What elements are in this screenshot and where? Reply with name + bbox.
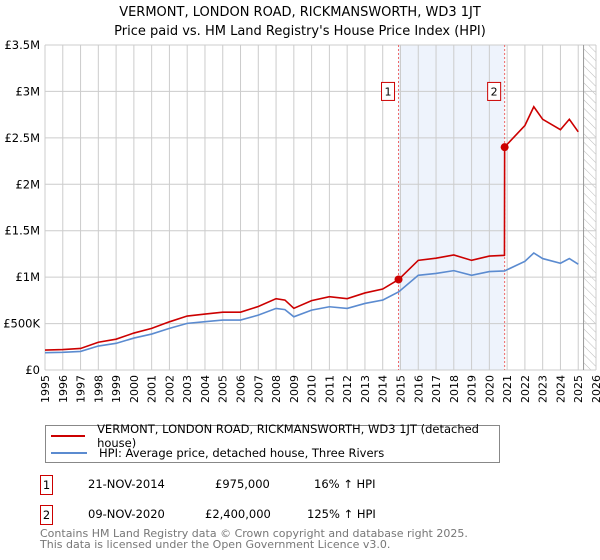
title: VERMONT, LONDON ROAD, RICKMANSWORTH, WD3… <box>119 5 481 20</box>
x-tick-label: 2020 <box>483 375 496 403</box>
chart: 1995 1996 1997 1998 1999 2000 2001 2002 2003 2004… <box>3 38 600 403</box>
legend-label: VERMONT, LONDON ROAD, RICKMANSWORTH, WD3… <box>97 422 479 450</box>
x-tick-label: 1996 <box>57 375 70 403</box>
x-tick-label: 2008 <box>270 375 283 403</box>
x-tick-label: 2000 <box>128 375 141 403</box>
y-tick-label: £3.5M <box>4 38 40 52</box>
y-tick-label: £3M <box>15 84 40 98</box>
x-tick-label: 2026 <box>590 375 600 403</box>
y-tick-label: £1.5M <box>4 224 40 238</box>
x-tick-label: 2005 <box>217 375 230 403</box>
footer-line: This data is licensed under the Open Gov… <box>40 538 391 551</box>
footer-line: Contains HM Land Registry data © Crown c… <box>40 527 468 540</box>
x-tick-label: 2014 <box>377 375 390 403</box>
x-tick-label: 2024 <box>554 375 567 403</box>
legend-item-hpi: HPI: Average price, detached house, Thre… <box>46 445 384 461</box>
x-tick-label: 2001 <box>146 375 159 403</box>
sale-date: 21-NOV-2014 <box>88 477 165 491</box>
sale-label-box <box>487 81 502 101</box>
sale-hpi: 16% ↑ HPI <box>314 477 376 491</box>
x-tick-label: 2022 <box>519 375 532 403</box>
sale-badge: 2 <box>40 505 53 525</box>
x-tick-label: 2015 <box>394 375 407 403</box>
property-line <box>44 105 579 351</box>
x-tick-label: 1998 <box>92 375 105 403</box>
sale-hpi: 125% ↑ HPI <box>307 507 376 521</box>
sale-price: £975,000 <box>215 477 270 491</box>
x-tick-label: 2009 <box>288 375 301 403</box>
x-tick-label: 2007 <box>252 375 265 403</box>
x-tick-label: 2019 <box>466 375 479 403</box>
subtitle: Price paid vs. HM Land Registry's House … <box>114 24 486 39</box>
y-tick-label: £500K <box>3 317 40 331</box>
x-tick-label: 1995 <box>39 375 52 403</box>
legend: VERMONT, LONDON ROAD, RICKMANSWORTH, WD3… <box>45 422 500 463</box>
y-tick-label: £2.5M <box>4 131 40 145</box>
sale-price: £2,400,000 <box>205 507 271 521</box>
forecast-hatch <box>583 45 596 370</box>
legend-label: HPI: Average price, detached house, Thre… <box>99 446 385 460</box>
x-tick-label: 2021 <box>501 375 514 403</box>
sale-point <box>500 143 509 152</box>
x-tick-label: 2011 <box>323 375 336 403</box>
x-tick-label: 2006 <box>235 375 248 403</box>
x-tick-label: 1999 <box>110 375 123 403</box>
legend-swatch <box>51 452 87 454</box>
x-tick-label: 2004 <box>199 375 212 403</box>
x-tick-label: 2017 <box>430 375 443 403</box>
x-tick-label: 2012 <box>341 375 354 403</box>
sale-label: 2 <box>491 85 498 98</box>
legend-item-property: VERMONT, LONDON ROAD, RICKMANSWORTH, WD3… <box>46 422 499 450</box>
sale-point <box>394 275 403 284</box>
legend-swatch <box>51 435 86 437</box>
sale-row: 1 21-NOV-2014 £975,000 16% ↑ HPI <box>40 475 440 495</box>
x-tick-label: 2013 <box>359 375 372 403</box>
sale-label: 1 <box>385 85 392 98</box>
hpi-line <box>44 251 579 354</box>
y-tick-label: £0 <box>25 363 40 377</box>
footer: Contains HM Land Registry data © Crown c… <box>40 528 468 550</box>
sale-label-box <box>381 81 396 101</box>
x-tick-label: 2018 <box>448 375 461 403</box>
sale-date: 09-NOV-2020 <box>88 507 165 521</box>
sale-badge: 1 <box>40 475 53 495</box>
y-tick-label: £2M <box>15 177 40 191</box>
y-tick-label: £1M <box>15 270 40 284</box>
x-tick-label: 2025 <box>572 375 585 403</box>
x-tick-label: 2023 <box>537 375 550 403</box>
x-tick-label: 2002 <box>163 375 176 403</box>
x-tick-label: 2016 <box>412 375 425 403</box>
x-tick-label: 2010 <box>306 375 319 403</box>
shaded-period <box>398 45 505 370</box>
chart-title: VERMONT, LONDON ROAD, RICKMANSWORTH, WD3… <box>0 3 600 41</box>
x-tick-label: 2003 <box>181 375 194 403</box>
x-tick-label: 1997 <box>75 375 88 403</box>
sale-row: 2 09-NOV-2020 £2,400,000 125% ↑ HPI <box>40 505 440 525</box>
